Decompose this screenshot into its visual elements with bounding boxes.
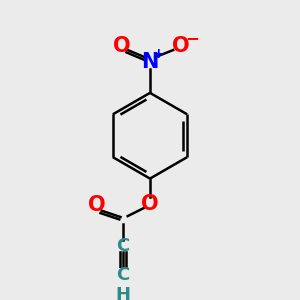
Text: O: O <box>141 194 159 214</box>
Text: −: − <box>185 29 199 47</box>
Text: O: O <box>88 195 105 215</box>
Text: O: O <box>172 35 189 56</box>
Text: +: + <box>152 47 164 61</box>
Text: C: C <box>117 238 130 256</box>
Text: H: H <box>116 286 131 300</box>
Text: C: C <box>117 266 130 284</box>
Text: N: N <box>141 52 159 72</box>
Text: O: O <box>112 35 130 56</box>
